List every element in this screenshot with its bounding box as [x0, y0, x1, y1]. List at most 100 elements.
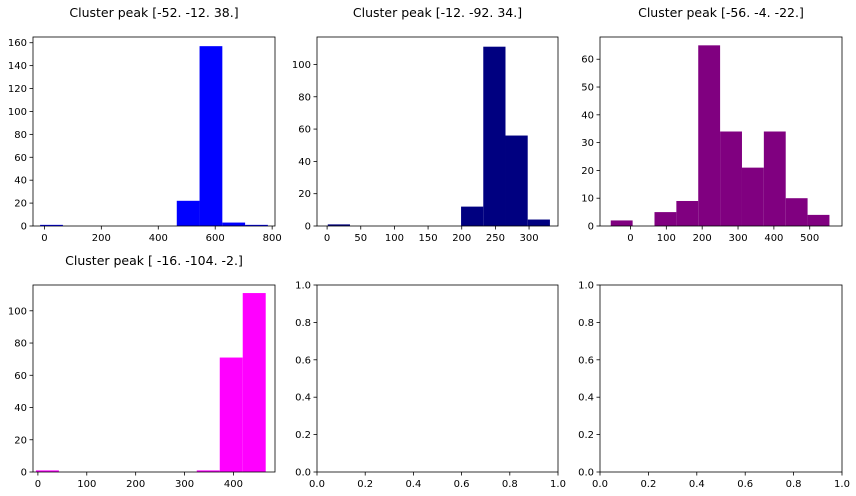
histogram-bar: [461, 206, 484, 226]
x-tick-label: 300: [728, 233, 747, 244]
histogram-bar: [676, 200, 699, 226]
x-tick-label: 400: [149, 233, 168, 244]
x-tick-label: 0.2: [640, 479, 656, 490]
y-tick-label: 1.0: [578, 281, 594, 292]
histogram-bar: [610, 220, 633, 226]
x-tick-label: 200: [693, 233, 712, 244]
histogram-bar: [763, 131, 786, 226]
y-tick-label: 20: [581, 166, 594, 177]
x-tick-label: 0.6: [737, 479, 753, 490]
x-tick-label: 200: [452, 233, 471, 244]
subplot-2: 0 50 100 150 200 250 300 0 20 40 60 80 100 Cluster pe…: [292, 5, 559, 244]
histogram-bar: [199, 46, 223, 226]
axes-frame: [316, 284, 559, 473]
y-tick-label: 1.0: [295, 281, 311, 292]
y-tick-label: 0.2: [578, 430, 594, 441]
x-tick-label: 0.6: [454, 479, 470, 490]
x-tick-label: 0.2: [357, 479, 373, 490]
chart-title: Cluster peak [ -16. -104. -2.]: [65, 253, 243, 268]
x-tick-label: 0: [35, 479, 41, 490]
histogram-bar: [654, 212, 677, 226]
x-tick-label: 1.0: [550, 479, 566, 490]
y-tick-label: 0: [21, 468, 27, 479]
y-tick-label: 60: [14, 371, 27, 382]
x-tick-label: 0: [324, 233, 330, 244]
y-tick-label: 0: [588, 222, 594, 233]
y-tick-label: 0: [21, 222, 27, 233]
x-tick-label: 0.4: [405, 479, 421, 490]
y-tick-label: 0.6: [578, 355, 594, 366]
y-tick-label: 60: [581, 55, 594, 66]
y-tick-label: 0.6: [295, 355, 311, 366]
axes-frame: [316, 36, 559, 227]
histogram-bar: [196, 470, 220, 472]
y-tick-label: 160: [8, 38, 27, 49]
x-tick-label: 0.0: [309, 479, 325, 490]
x-tick-label: 500: [800, 233, 819, 244]
x-tick-label: 400: [224, 479, 243, 490]
histogram-bar: [176, 200, 200, 226]
x-tick-label: 300: [175, 479, 194, 490]
x-tick-label: 0: [627, 233, 633, 244]
x-tick-label: 100: [657, 233, 676, 244]
x-tick-label: 400: [764, 233, 783, 244]
y-tick-label: 40: [14, 176, 27, 187]
y-tick-label: 0.0: [295, 468, 311, 479]
x-tick-label: 0: [41, 233, 47, 244]
y-tick-label: 100: [8, 306, 27, 317]
y-tick-label: 0.0: [578, 468, 594, 479]
y-tick-label: 60: [298, 125, 311, 136]
y-tick-label: 0.2: [295, 430, 311, 441]
chart-title: Cluster peak [-12. -92. 34.]: [353, 5, 522, 20]
y-tick-label: 30: [581, 138, 594, 149]
x-tick-label: 200: [92, 233, 111, 244]
x-tick-label: 800: [263, 233, 282, 244]
y-tick-label: 120: [8, 84, 27, 95]
histogram-bar: [327, 224, 350, 226]
subplot-5: 0.0 0.2 0.4 0.6 0.8 1.0 0.0 0.2 0.4 0.6 0.8 1.0: [295, 281, 566, 491]
histogram-bar: [35, 470, 59, 472]
histogram-bar: [741, 167, 764, 226]
x-tick-label: 50: [354, 233, 367, 244]
histogram-bar: [40, 224, 63, 226]
histogram-bar: [222, 222, 246, 226]
chart-title: Cluster peak [-56. -4. -22.]: [638, 5, 804, 20]
y-tick-label: 0.4: [578, 393, 594, 404]
histogram-bar: [785, 198, 808, 226]
x-tick-label: 0.8: [502, 479, 518, 490]
x-tick-label: 600: [206, 233, 225, 244]
y-tick-label: 40: [581, 110, 594, 121]
axes-frame: [32, 284, 276, 473]
histogram-bar: [483, 46, 506, 226]
axes-frame: [32, 36, 276, 227]
histogram-bar: [698, 45, 721, 227]
histogram-bar: [527, 219, 550, 226]
x-tick-label: 1.0: [834, 479, 850, 490]
histogram-bar: [807, 214, 830, 226]
y-tick-label: 0: [305, 222, 311, 233]
y-tick-label: 100: [292, 60, 311, 71]
x-tick-label: 200: [126, 479, 145, 490]
chart-title: Cluster peak [-52. -12. 38.]: [69, 5, 238, 20]
x-tick-label: 250: [486, 233, 505, 244]
y-tick-label: 20: [14, 199, 27, 210]
y-tick-label: 60: [14, 153, 27, 164]
axes-frame: [599, 36, 843, 227]
y-tick-label: 50: [581, 83, 594, 94]
histogram-bar: [720, 131, 742, 226]
histogram-bar: [245, 224, 268, 226]
y-tick-label: 0.8: [578, 318, 594, 329]
x-tick-label: 100: [77, 479, 96, 490]
histogram-bar: [505, 135, 528, 226]
x-tick-label: 100: [385, 233, 404, 244]
y-tick-label: 100: [8, 107, 27, 118]
y-tick-label: 20: [298, 189, 311, 200]
subplot-1: 0 200 400 600 800 0 20 40 60 80 100 120 140 160 Cluste…: [8, 5, 282, 244]
y-tick-label: 10: [581, 194, 594, 205]
x-tick-label: 0.8: [786, 479, 802, 490]
axes-frame: [599, 284, 843, 473]
x-tick-label: 150: [419, 233, 438, 244]
subplot-3: 0 100 200 300 400 500 0 10 20 30 40 50 60 Cluster pea…: [581, 5, 843, 244]
subplot-6: 0.0 0.2 0.4 0.6 0.8 1.0 0.0 0.2 0.4 0.6 0.8 1.0: [578, 281, 850, 491]
